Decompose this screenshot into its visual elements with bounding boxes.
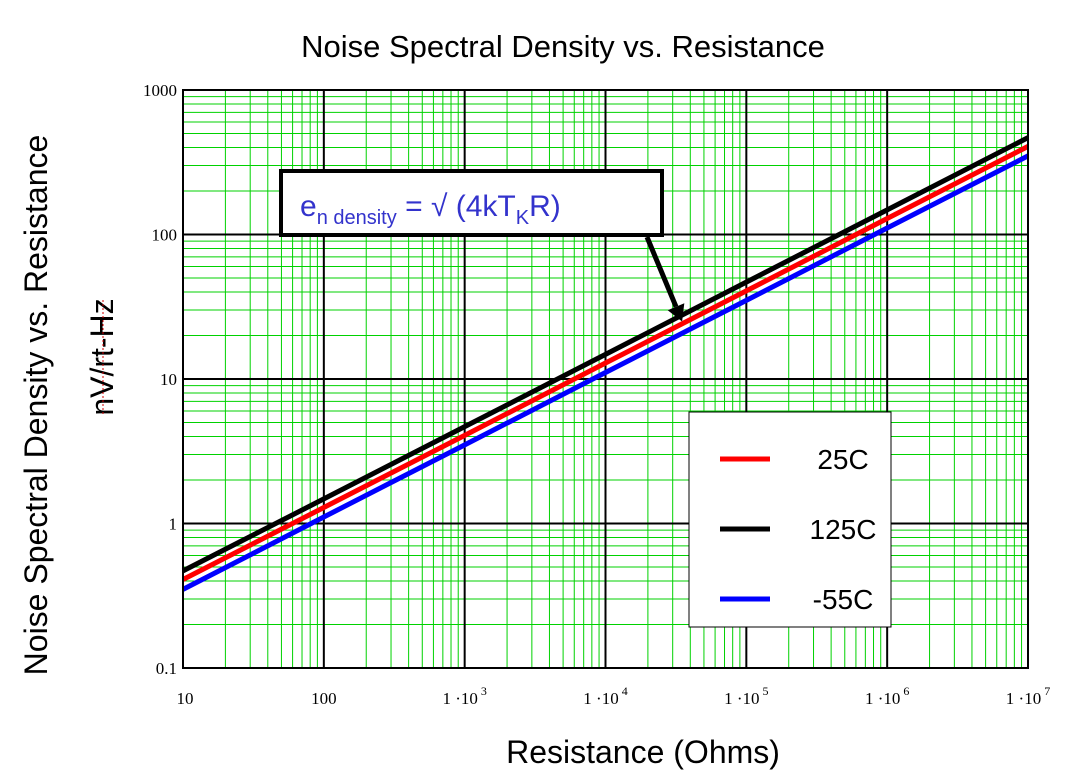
series-line-125C (181, 135, 1030, 574)
formula-e: e (300, 190, 317, 223)
annotation-arrow-line (644, 236, 679, 308)
y-tick-label: 1000 (143, 81, 177, 100)
x-tick-label: 1 ·10 7 (1006, 684, 1050, 708)
x-tick-label: 1 ·10 6 (865, 684, 909, 708)
x-tick-label: 100 (311, 689, 337, 708)
x-tick-base: 1 ·10 (1006, 689, 1041, 708)
formula-sub-density: n density (317, 207, 397, 229)
x-axis-label: Resistance (Ohms) (506, 734, 780, 770)
x-tick-exponent: 7 (1041, 684, 1050, 698)
y-axis-label: Noise Spectral Density vs. Resistance (18, 135, 54, 676)
y-tick-label: 10 (160, 370, 177, 389)
legend-label-25C: 25C (817, 444, 868, 475)
plot-frame (182, 89, 1029, 669)
formula-sub-k: K (516, 207, 530, 229)
x-tick-label: 1 ·10 4 (583, 684, 627, 708)
legend-label-125C: 125C (810, 514, 877, 545)
formula-text: en density = √ (4kTKR) (300, 190, 561, 229)
formula-annotation: en density = √ (4kTKR) (279, 169, 685, 322)
x-tick-exponent: 6 (900, 684, 909, 698)
y-tick-label: 1 (169, 515, 178, 534)
legend-label--55C: -55C (813, 584, 874, 615)
series-line-25C (181, 144, 1030, 582)
chart-title: Noise Spectral Density vs. Resistance (301, 29, 825, 64)
x-tick-exponent: 4 (619, 684, 628, 698)
x-tick-exponent: 3 (478, 684, 487, 698)
series-line--55C (181, 153, 1030, 592)
x-tick-label: 1 ·10 5 (724, 684, 768, 708)
y-axis-unit-label: nV/rt-Hz (84, 298, 120, 415)
x-tick-base: 100 (311, 689, 337, 708)
formula-end: R) (529, 190, 561, 223)
x-tick-base: 1 ·10 (724, 689, 759, 708)
y-tick-label: 100 (152, 226, 178, 245)
x-tick-base: 10 (177, 689, 194, 708)
series-lines (181, 135, 1030, 592)
x-tick-base: 1 ·10 (442, 689, 477, 708)
y-tick-label: 0.1 (156, 659, 177, 678)
legend-box (688, 411, 892, 628)
x-tick-label: 10 (177, 689, 194, 708)
x-tick-base: 1 ·10 (865, 689, 900, 708)
formula-mid: = √ (4kT (397, 190, 516, 223)
annotation-arrow-head (667, 303, 685, 322)
x-tick-base: 1 ·10 (583, 689, 618, 708)
x-tick-label: 1 ·10 3 (442, 684, 486, 708)
legend: 25C 125C -55C (688, 411, 892, 628)
x-tick-exponent: 5 (760, 684, 769, 698)
formula-box (279, 169, 664, 237)
